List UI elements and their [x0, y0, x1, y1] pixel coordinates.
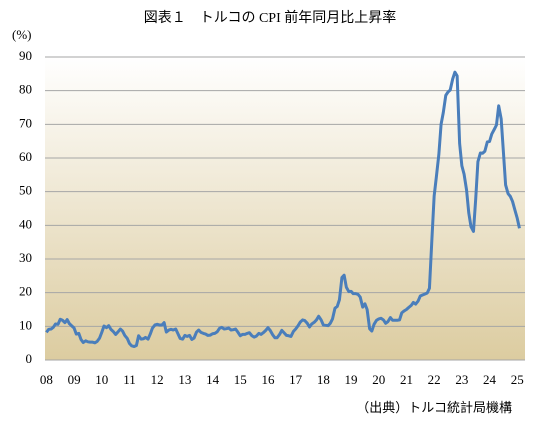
- y-tick-label: 20: [19, 284, 32, 299]
- x-tick-label: 20: [372, 372, 385, 387]
- y-tick-label: 0: [26, 351, 33, 366]
- y-tick-label: 30: [19, 250, 32, 265]
- chart-title: 図表１ トルコの CPI 前年同月比上昇率: [144, 9, 397, 26]
- y-axis-label: (%): [12, 27, 32, 42]
- x-tick-label: 23: [455, 372, 468, 387]
- x-tick-label: 15: [234, 372, 247, 387]
- plot-area: [45, 57, 525, 360]
- y-tick-label: 60: [19, 149, 32, 164]
- x-tick-label: 22: [428, 372, 441, 387]
- y-tick-label: 80: [19, 82, 32, 97]
- x-tick-label: 11: [123, 372, 136, 387]
- x-tick-label: 09: [68, 372, 81, 387]
- y-tick-label: 10: [19, 317, 32, 332]
- y-tick-label: 40: [19, 216, 32, 231]
- x-tick-label: 19: [345, 372, 358, 387]
- x-tick-label: 16: [261, 372, 275, 387]
- x-tick-label: 13: [178, 372, 191, 387]
- x-tick-label: 17: [289, 372, 303, 387]
- x-tick-label: 25: [511, 372, 524, 387]
- source: （出典）トルコ統計局機構: [356, 400, 512, 415]
- x-tick-label: 10: [95, 372, 108, 387]
- x-tick-label: 14: [206, 372, 220, 387]
- x-tick-label: 21: [400, 372, 413, 387]
- y-tick-label: 70: [19, 115, 32, 130]
- x-tick-label: 24: [483, 372, 497, 387]
- y-tick-label: 90: [19, 48, 32, 63]
- x-tick-label: 08: [40, 372, 53, 387]
- x-tick-label: 18: [317, 372, 330, 387]
- y-tick-label: 50: [19, 183, 32, 198]
- x-tick-label: 12: [151, 372, 164, 387]
- data-line: [45, 70, 521, 349]
